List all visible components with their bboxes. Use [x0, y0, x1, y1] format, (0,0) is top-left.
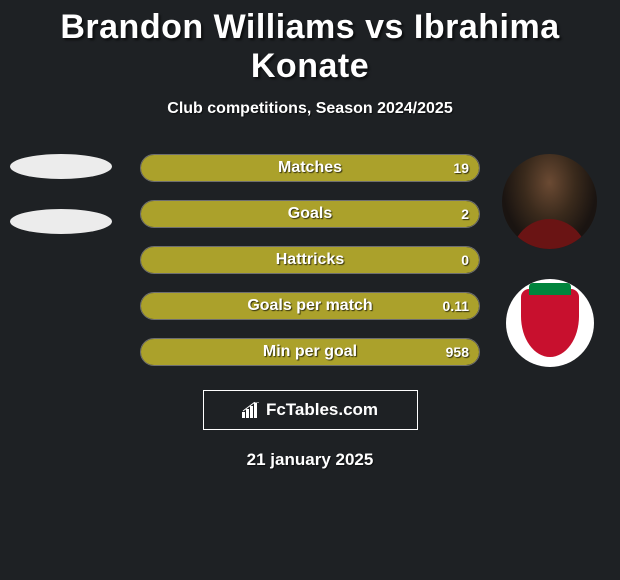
footer-date: 21 january 2025 — [0, 450, 620, 470]
bar-right-fill — [141, 155, 479, 181]
bar-value-right: 0 — [461, 252, 469, 268]
page-subtitle: Club competitions, Season 2024/2025 — [0, 100, 620, 118]
brand-text: FcTables.com — [266, 400, 378, 420]
bar-right-fill — [141, 339, 479, 365]
bar-value-right: 19 — [453, 160, 469, 176]
bar-value-right: 958 — [446, 344, 469, 360]
page-title: Brandon Williams vs Ibrahima Konate — [0, 0, 620, 86]
player2-club-badge — [506, 279, 594, 367]
player1-avatar-placeholder — [10, 154, 112, 179]
bar-right-fill — [141, 293, 479, 319]
bar-value-right: 2 — [461, 206, 469, 222]
player1-club-placeholder — [10, 209, 112, 234]
bar-right-fill — [141, 247, 479, 273]
right-player-column — [497, 154, 602, 367]
comparison-bars: Matches19 Goals2 Hattricks0 Goals per match… — [140, 154, 480, 366]
bar-row: Matches19 — [140, 154, 480, 182]
bar-row: Min per goal958 — [140, 338, 480, 366]
player2-avatar — [502, 154, 597, 249]
comparison-area: Matches19 Goals2 Hattricks0 Goals per match… — [0, 154, 620, 470]
bar-value-right: 0.11 — [443, 298, 469, 314]
brand-box: FcTables.com — [203, 390, 418, 430]
left-player-column — [8, 154, 113, 234]
bar-right-fill — [141, 201, 479, 227]
bar-row: Goals per match0.11 — [140, 292, 480, 320]
bar-row: Goals2 — [140, 200, 480, 228]
bar-row: Hattricks0 — [140, 246, 480, 274]
liverpool-shield-icon — [521, 289, 579, 357]
bar-chart-icon — [242, 402, 260, 418]
